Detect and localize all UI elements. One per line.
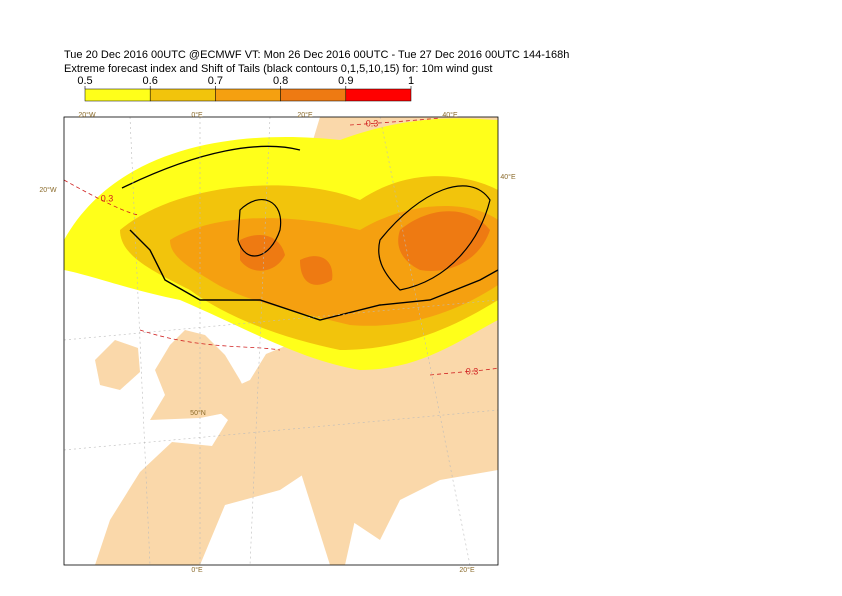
graticule-label: 20°W xyxy=(39,186,57,194)
graticule-label: 40°E xyxy=(442,111,458,119)
land xyxy=(300,465,355,565)
land xyxy=(95,340,140,390)
sot-contour xyxy=(121,145,498,321)
colorbar-label: 1 xyxy=(408,75,414,87)
graticule-label: 40°E xyxy=(500,173,516,181)
sot-contour xyxy=(237,185,491,291)
land xyxy=(150,330,250,420)
graticule-label: 20°W xyxy=(78,111,96,119)
colorbar-segment xyxy=(149,88,216,102)
map xyxy=(64,117,498,565)
colorbar-segment xyxy=(215,88,281,102)
colorbar-segment xyxy=(345,88,412,102)
colorbar-label: 0.7 xyxy=(208,75,223,87)
title-line: Extreme forecast index and Shift of Tail… xyxy=(64,63,492,75)
graticule-label: 0°E xyxy=(191,111,203,119)
map-labels: 20°W 0°E 20°E 40°E 20°W 40°E 50°N 0°E 20°E 0.3 0.3… xyxy=(39,111,516,574)
title-line: Tue 20 Dec 2016 00UTC @ECMWF VT: Mon 26 … xyxy=(64,49,569,61)
colorbar-label: 0.9 xyxy=(338,75,353,87)
colorbar-label: 0.6 xyxy=(143,75,158,87)
contour-label: 0.3 xyxy=(466,366,479,376)
contour-label: 0.3 xyxy=(366,118,379,128)
sea xyxy=(200,470,498,565)
graticule-label: 50°N xyxy=(190,409,206,417)
graticule-label: 20°E xyxy=(459,566,475,574)
efi-area xyxy=(240,211,490,285)
graticule-label: 0°E xyxy=(191,566,203,574)
graticule-label: 20°E xyxy=(297,111,313,119)
colorbar-label: 0.8 xyxy=(273,75,288,87)
colorbar-segment xyxy=(84,88,151,102)
contour-label: 0.3 xyxy=(101,193,114,203)
colorbar: 0.5 0.6 0.7 0.8 0.9 1 xyxy=(77,75,414,102)
colorbar-segment xyxy=(280,88,347,102)
colorbar-label: 0.5 xyxy=(77,75,92,87)
map-frame xyxy=(63,116,499,566)
